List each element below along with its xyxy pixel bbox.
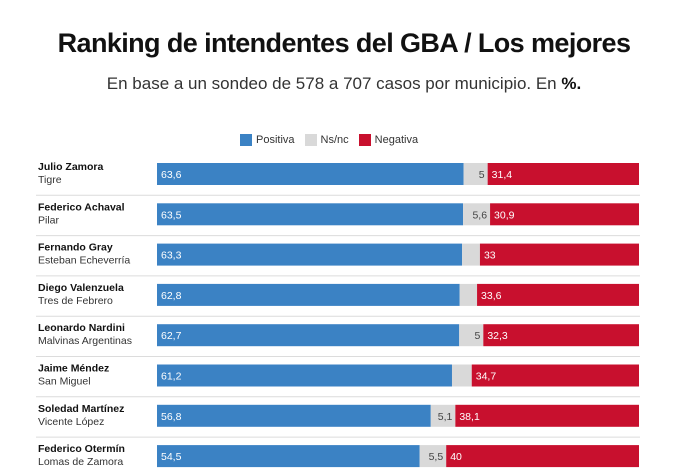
bar-nsnc xyxy=(430,404,456,427)
label-positiva: 62,8 xyxy=(161,290,182,302)
label-positiva: 61,2 xyxy=(161,371,182,383)
bar-negativa xyxy=(479,243,639,266)
legend: Positiva Ns/nc Negativa xyxy=(240,133,428,147)
legend-swatch-nsnc xyxy=(304,134,317,146)
intendente-name: Soledad Martínez xyxy=(38,403,124,415)
bar-nsnc xyxy=(459,283,478,306)
bar-nsnc xyxy=(459,324,484,347)
label-nsnc: 5 xyxy=(479,169,485,181)
bar-positiva xyxy=(157,243,463,266)
bar-positiva xyxy=(157,163,464,185)
intendente-name: Julio Zamora xyxy=(38,161,104,173)
bar-negativa xyxy=(483,324,639,347)
label-negativa: 30,9 xyxy=(494,209,515,221)
bar-nsnc xyxy=(463,203,491,226)
subtitle-unit: %. xyxy=(561,74,582,93)
bar-positiva xyxy=(157,324,460,347)
bar-nsnc xyxy=(451,364,472,387)
legend-label-positiva: Positiva xyxy=(256,134,295,146)
intendente-name: Jaime Méndez xyxy=(38,363,109,375)
municipio-name: Tres de Febrero xyxy=(38,295,113,307)
municipio-name: Malvinas Argentinas xyxy=(38,335,132,347)
bar-nsnc xyxy=(463,163,488,185)
legend-swatch-negativa xyxy=(358,134,371,146)
bar-positiva xyxy=(157,404,431,427)
bar-nsnc xyxy=(419,445,447,468)
label-negativa: 32,3 xyxy=(487,330,508,342)
label-positiva: 63,5 xyxy=(161,209,182,221)
chart-title: Ranking de intendentes del GBA / Los mej… xyxy=(57,28,631,58)
label-negativa: 38,1 xyxy=(459,411,480,423)
intendente-name: Federico Otermín xyxy=(38,443,125,455)
legend-item-nsnc: Ns/nc xyxy=(304,134,349,146)
bar-negativa xyxy=(487,163,639,185)
bar-negativa xyxy=(471,364,639,387)
intendente-name: Federico Achaval xyxy=(38,201,125,213)
label-nsnc: 5 xyxy=(474,330,480,342)
legend-label-negativa: Negativa xyxy=(374,134,419,146)
intendente-name: Diego Valenzuela xyxy=(38,282,124,294)
bar-positiva xyxy=(157,283,460,306)
bar-nsnc xyxy=(462,243,480,266)
bar-negativa xyxy=(446,445,639,468)
label-positiva: 63,6 xyxy=(161,169,182,181)
label-nsnc: 5,5 xyxy=(429,451,444,463)
municipio-name: Vicente López xyxy=(38,416,104,428)
label-negativa: 33 xyxy=(484,250,496,262)
intendente-name: Leonardo Nardini xyxy=(38,322,125,334)
label-negativa: 40 xyxy=(450,451,462,463)
intendente-name: Fernando Gray xyxy=(38,242,113,254)
label-negativa: 31,4 xyxy=(492,169,513,181)
bar-negativa xyxy=(477,283,639,306)
legend-label-nsnc: Ns/nc xyxy=(320,134,349,146)
bar-positiva xyxy=(157,445,420,468)
legend-item-positiva: Positiva xyxy=(240,134,295,146)
label-negativa: 33,6 xyxy=(481,290,502,302)
municipio-name: Esteban Echeverría xyxy=(38,255,130,267)
label-positiva: 56,8 xyxy=(161,411,182,423)
chart-subtitle: En base a un sondeo de 578 a 707 casos p… xyxy=(0,74,688,94)
subtitle-text: En base a un sondeo de 578 a 707 casos p… xyxy=(106,74,557,93)
label-negativa: 34,7 xyxy=(476,371,497,383)
legend-swatch-positiva xyxy=(240,134,252,146)
label-positiva: 63,3 xyxy=(161,250,182,262)
municipio-name: Tigre xyxy=(38,174,62,186)
bar-negativa xyxy=(455,404,639,427)
label-positiva: 54,5 xyxy=(161,451,182,463)
municipio-name: Pilar xyxy=(38,214,60,226)
bar-negativa xyxy=(490,203,639,226)
label-nsnc: 5,1 xyxy=(438,411,453,423)
bar-positiva xyxy=(157,364,452,387)
legend-item-negativa: Negativa xyxy=(358,134,419,146)
label-nsnc: 5,6 xyxy=(472,209,487,221)
municipio-name: San Miguel xyxy=(38,376,91,388)
bar-positiva xyxy=(157,203,464,226)
municipio-name: Lomas de Zamora xyxy=(38,456,123,468)
label-positiva: 62,7 xyxy=(161,330,182,342)
